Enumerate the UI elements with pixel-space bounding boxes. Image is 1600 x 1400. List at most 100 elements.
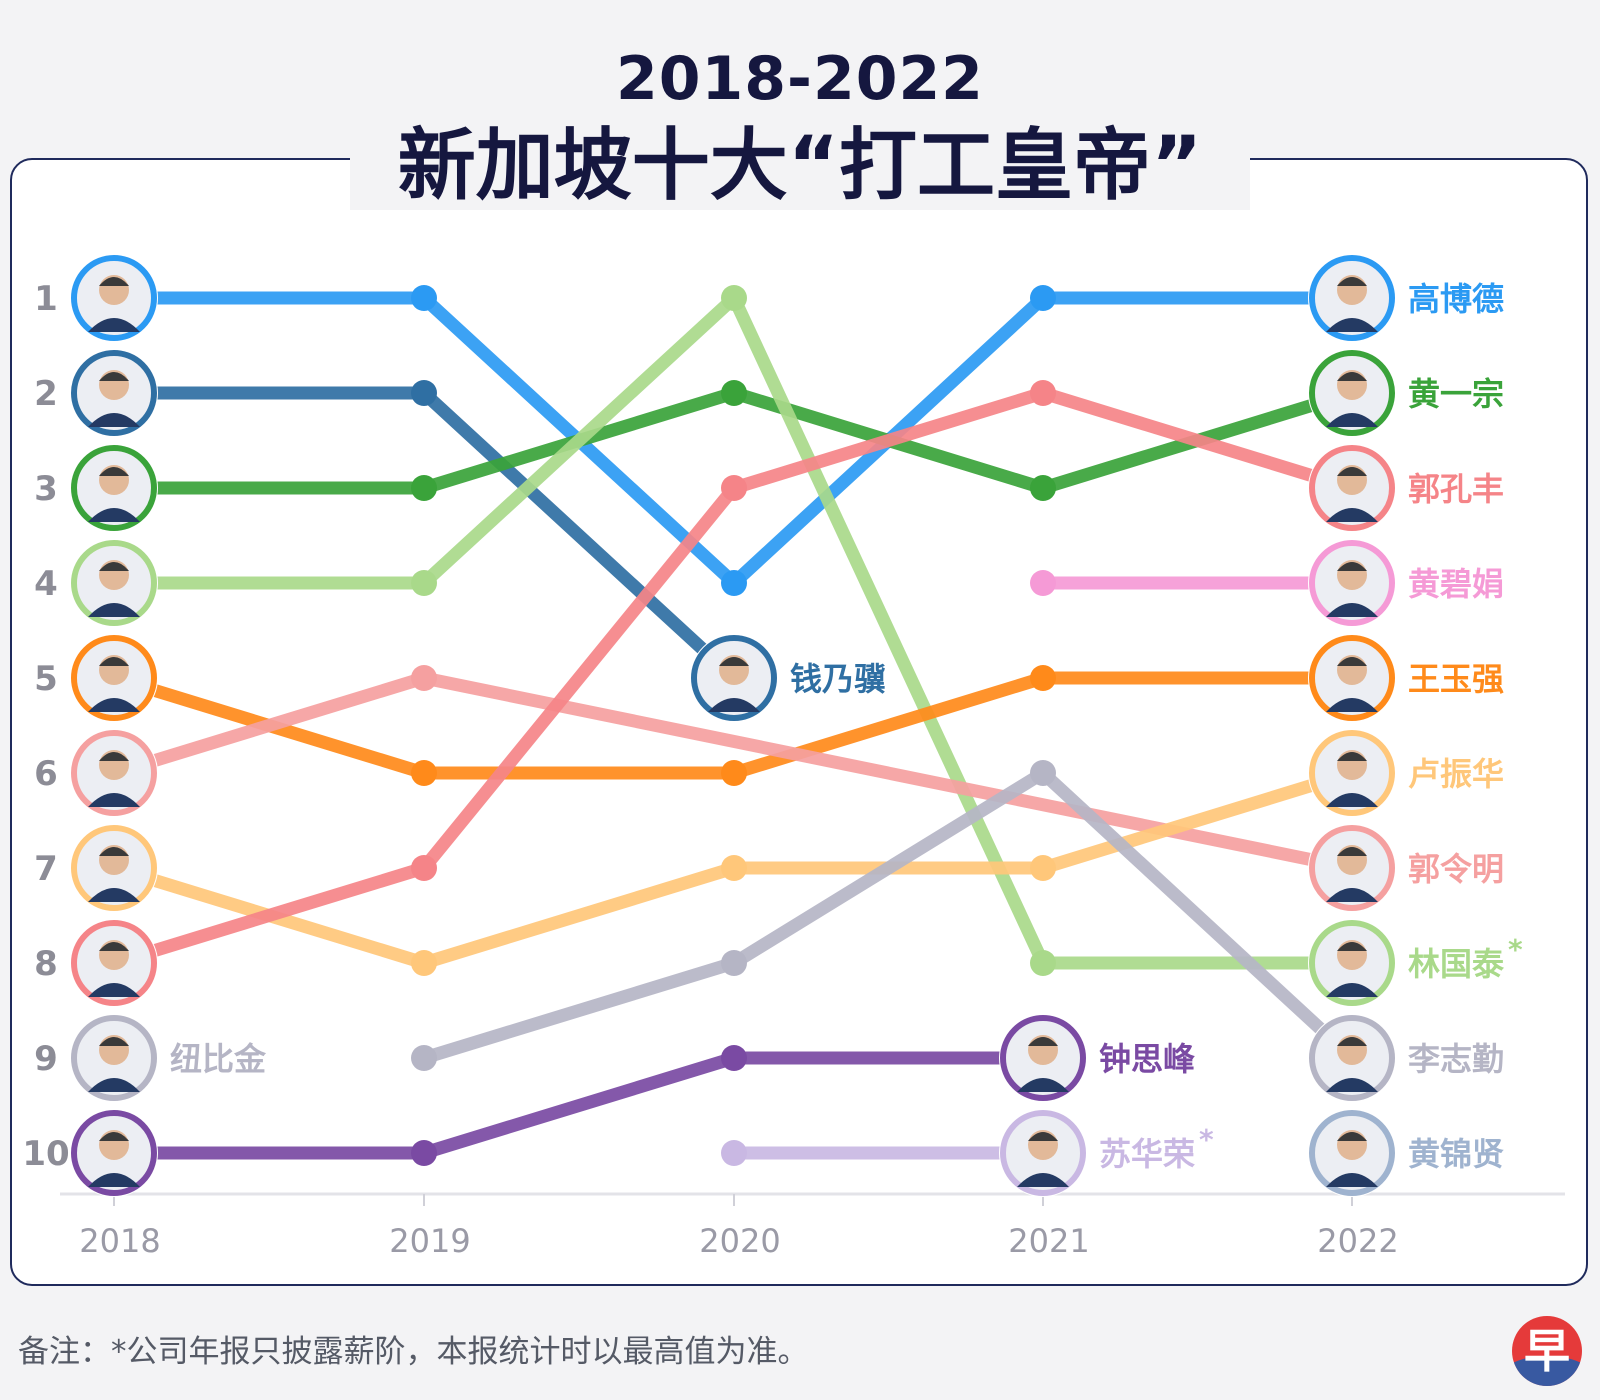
series-line [107, 291, 1359, 590]
series-point [1030, 665, 1056, 691]
series-point [411, 570, 437, 596]
portrait-avatar [690, 634, 778, 722]
avatar-suit-icon [88, 603, 140, 617]
portrait-avatar [1308, 634, 1396, 722]
y-tick-label: 6 [34, 754, 58, 794]
series-point [1030, 380, 1056, 406]
person-name-label: 高博德 [1408, 280, 1504, 318]
avatar-suit-icon [708, 698, 760, 712]
portrait-avatar [1308, 254, 1396, 342]
series-point [721, 285, 747, 311]
portrait-avatar [70, 824, 158, 912]
avatar-suit-icon [1326, 1173, 1378, 1187]
series-point [721, 570, 747, 596]
y-tick-label: 10 [22, 1134, 69, 1174]
person-name-label: 钱乃骥 [790, 660, 886, 698]
title-block: 2018-2022 新加坡十大“打工皇帝” [350, 40, 1250, 211]
avatar-hair-icon [99, 657, 129, 666]
y-tick-label: 7 [34, 849, 58, 889]
chart-avatars [70, 254, 1396, 1197]
person-name-label: 苏华荣 [1099, 1135, 1195, 1173]
avatar-hair-icon [719, 657, 749, 666]
person-name-label: 郭孔丰 [1408, 470, 1504, 508]
series-point [1030, 760, 1056, 786]
person-name-label: 卢振华 [1408, 755, 1504, 793]
avatar-hair-icon [99, 372, 129, 381]
series-point [411, 1045, 437, 1071]
x-tick-label: 2022 [1317, 1222, 1398, 1260]
portrait-avatar [1308, 539, 1396, 627]
avatar-suit-icon [88, 888, 140, 902]
portrait-avatar [70, 444, 158, 532]
series-point [411, 285, 437, 311]
avatar-hair-icon [99, 847, 129, 856]
person-name-label: 黄碧娟 [1408, 565, 1504, 603]
avatar-suit-icon [1017, 1173, 1069, 1187]
portrait-avatar [70, 254, 158, 342]
portrait-avatar [1308, 1014, 1396, 1102]
footnote: 备注：*公司年报只披露薪阶，本报统计时以最高值为准。 [18, 1334, 809, 1370]
series-point [1030, 570, 1056, 596]
series-point [1030, 475, 1056, 501]
y-tick-label: 8 [34, 944, 58, 984]
zaobao-logo: 早 [1512, 1316, 1582, 1386]
series-point [411, 665, 437, 691]
avatar-hair-icon [1337, 657, 1367, 666]
series-point [721, 855, 747, 881]
series-point [411, 760, 437, 786]
series-point [721, 475, 747, 501]
portrait-avatar [70, 539, 158, 627]
avatar-hair-icon [1337, 1037, 1367, 1046]
asterisk-marker: * [1508, 933, 1523, 966]
portrait-avatar [1308, 349, 1396, 437]
person-name-label: 李志勤 [1408, 1040, 1504, 1078]
avatar-suit-icon [1326, 983, 1378, 997]
portrait-avatar [1308, 919, 1396, 1007]
person-name-label: 纽比金 [170, 1040, 267, 1078]
avatar-suit-icon [88, 1078, 140, 1092]
series-line [417, 766, 1359, 1065]
avatar-suit-icon [88, 983, 140, 997]
avatar-suit-icon [1326, 793, 1378, 807]
avatar-suit-icon [1017, 1078, 1069, 1092]
portrait-avatar [70, 1014, 158, 1102]
series-point [411, 475, 437, 501]
avatar-hair-icon [99, 1037, 129, 1046]
avatar-suit-icon [1326, 413, 1378, 427]
avatar-hair-icon [99, 467, 129, 476]
chart-title-years: 2018-2022 [616, 44, 984, 114]
avatar-suit-icon [1326, 1078, 1378, 1092]
avatar-suit-icon [88, 793, 140, 807]
asterisk-marker: * [1199, 1123, 1214, 1156]
series-point [411, 855, 437, 881]
avatar-suit-icon [1326, 603, 1378, 617]
series-point [721, 950, 747, 976]
x-tick-label: 2021 [1008, 1222, 1089, 1260]
portrait-avatar [1308, 824, 1396, 912]
series-point [721, 1140, 747, 1166]
avatar-hair-icon [1337, 372, 1367, 381]
portrait-avatar [70, 1109, 158, 1197]
person-name-label: 郭令明 [1408, 850, 1504, 888]
portrait-avatar [1308, 444, 1396, 532]
series-line [107, 1051, 1050, 1160]
person-name-label: 林国泰 [1408, 945, 1505, 983]
avatar-hair-icon [1337, 467, 1367, 476]
avatar-hair-icon [1028, 1132, 1058, 1141]
chart-lines [107, 291, 1359, 1160]
logo-wave-icon [1512, 1356, 1582, 1386]
avatar-suit-icon [88, 318, 140, 332]
avatar-hair-icon [1028, 1037, 1058, 1046]
y-tick-label: 1 [34, 279, 58, 319]
series-point [721, 760, 747, 786]
avatar-hair-icon [99, 1132, 129, 1141]
portrait-avatar [999, 1109, 1087, 1197]
portrait-avatar [70, 349, 158, 437]
avatar-suit-icon [88, 698, 140, 712]
series-point [411, 380, 437, 406]
y-tick-label: 3 [34, 469, 58, 509]
person-name-label: 钟思峰 [1099, 1040, 1195, 1078]
portrait-avatar [1308, 729, 1396, 817]
chart-axis: 2018 2019 2020 2021 2022 1 2 3 4 5 6 7 8 9 10 [22, 279, 1565, 1260]
